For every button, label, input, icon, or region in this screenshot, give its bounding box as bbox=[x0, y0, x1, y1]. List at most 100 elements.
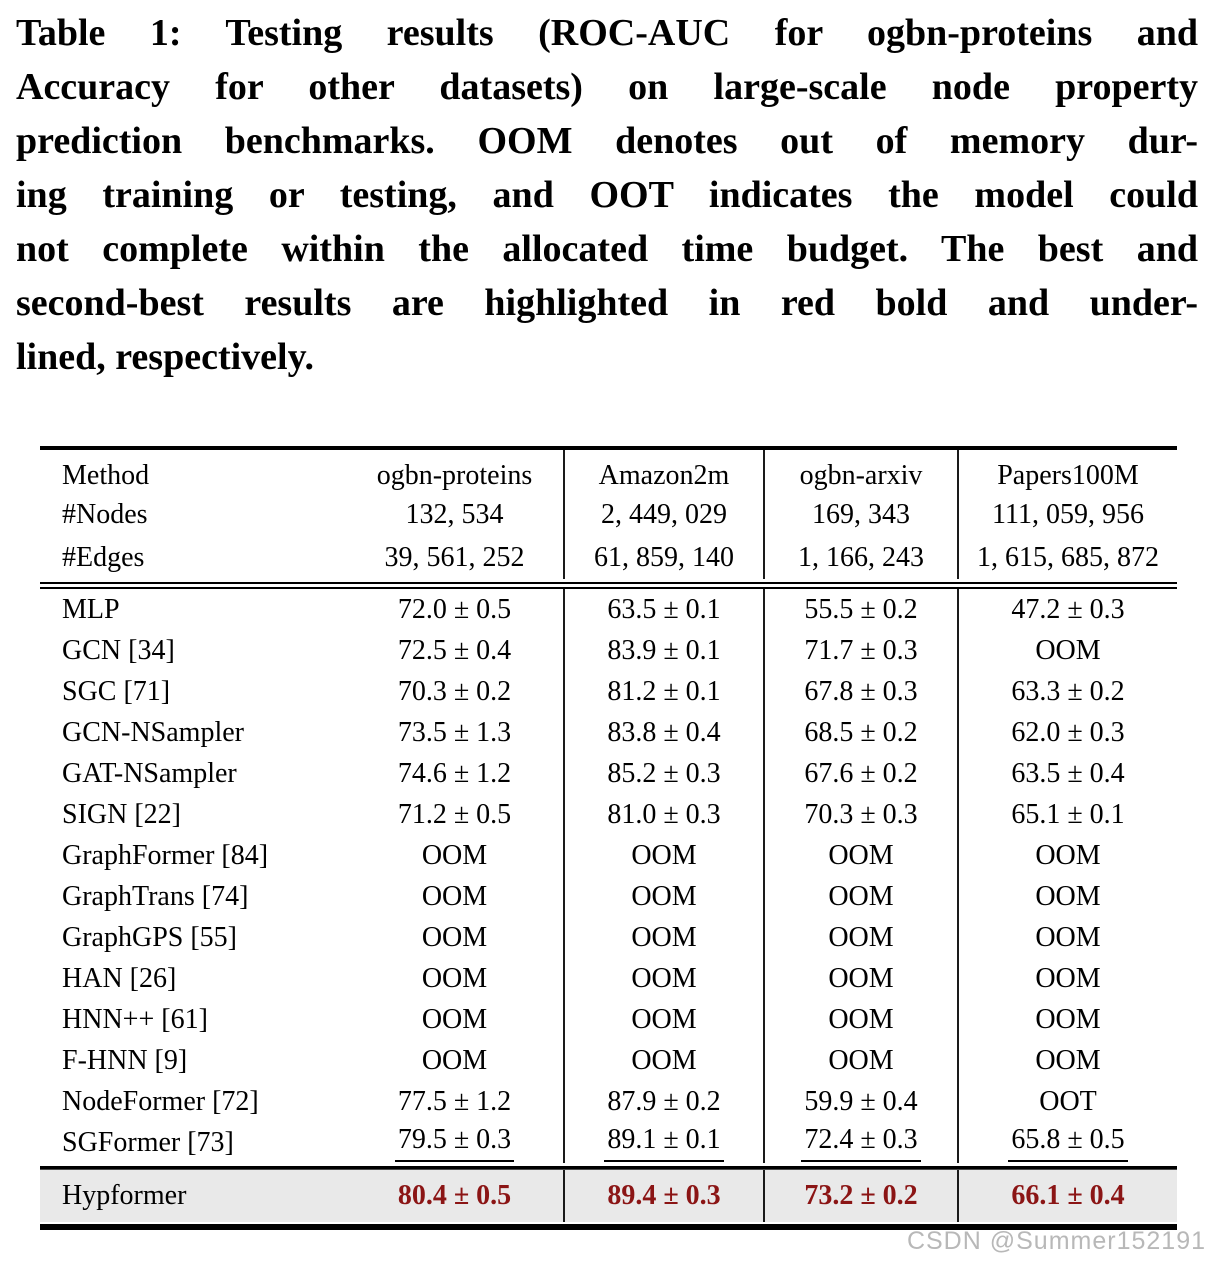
method-cell: HAN [26] bbox=[62, 962, 177, 994]
value-cell: OOM bbox=[563, 999, 764, 1040]
value-cell: 81.0 ± 0.3 bbox=[563, 794, 764, 835]
value-cell: 73.5 ± 1.3 bbox=[397, 716, 512, 748]
value-cell: 1, 166, 243 bbox=[763, 536, 958, 579]
method-cell: #Edges bbox=[62, 541, 145, 573]
value-cell: 59.9 ± 0.4 bbox=[763, 1081, 958, 1122]
caption-line: Table 1: Testing results (ROC-AUC for og… bbox=[16, 12, 1198, 54]
method-cell: Method bbox=[62, 459, 150, 491]
value-cell: 111, 059, 956 bbox=[957, 493, 1177, 536]
method-cell: MLP bbox=[62, 593, 120, 625]
method-cell: HNN++ [61] bbox=[62, 1003, 208, 1035]
table-row: GCN [34] 72.5 ± 0.4 83.9 ± 0.1 71.7 ± 0.3 OO… bbox=[40, 630, 1177, 671]
value-cell: OOM bbox=[563, 835, 764, 876]
method-cell: GAT-NSampler bbox=[62, 757, 237, 789]
value-cell: OOM bbox=[763, 999, 958, 1040]
value-cell: OOM bbox=[563, 958, 764, 999]
table-row: SGC [71] 70.3 ± 0.2 81.2 ± 0.1 67.8 ± 0.3 63… bbox=[40, 671, 1177, 712]
value-cell: 70.3 ± 0.2 bbox=[397, 675, 512, 707]
body-table: MLP 72.0 ± 0.5 63.5 ± 0.1 55.5 ± 0.2 47.2 ± … bbox=[40, 589, 1177, 1163]
value-cell: OOM bbox=[763, 958, 958, 999]
value-cell: 63.5 ± 0.4 bbox=[957, 753, 1177, 794]
value-cell: 83.8 ± 0.4 bbox=[563, 712, 764, 753]
table-row: SIGN [22] 71.2 ± 0.5 81.0 ± 0.3 70.3 ± 0.3 6… bbox=[40, 794, 1177, 835]
value-cell: OOM bbox=[421, 921, 488, 953]
header-body-rule bbox=[40, 582, 1177, 589]
caption-line: lined, respectively. bbox=[16, 336, 314, 378]
value-cell: OOM bbox=[957, 630, 1177, 671]
value-cell: OOM bbox=[957, 876, 1177, 917]
value-cell: OOM bbox=[763, 917, 958, 958]
meta-row: #Nodes 132, 534 2, 449, 029 169, 343 111, 05… bbox=[40, 493, 1177, 536]
column-header-row: Method ogbn-proteins Amazon2m ogbn-arxiv Pap… bbox=[40, 450, 1177, 493]
method-cell: GraphGPS [55] bbox=[62, 921, 237, 953]
table-bottom-rule bbox=[40, 1224, 1177, 1230]
value-cell: OOM bbox=[763, 835, 958, 876]
header-table: Method ogbn-proteins Amazon2m ogbn-arxiv Pap… bbox=[40, 450, 1177, 579]
caption-line: prediction benchmarks. OOM denotes out o… bbox=[16, 120, 1198, 162]
value-cell: 62.0 ± 0.3 bbox=[957, 712, 1177, 753]
results-table: Method ogbn-proteins Amazon2m ogbn-arxiv Pap… bbox=[40, 446, 1177, 1230]
value-cell: 83.9 ± 0.1 bbox=[563, 630, 764, 671]
value-cell: OOM bbox=[421, 839, 488, 871]
table-row: HAN [26] OOM OOM OOM OOM bbox=[40, 958, 1177, 999]
value-cell: OOM bbox=[421, 962, 488, 994]
value-cell: 169, 343 bbox=[763, 493, 958, 536]
value-cell: OOT bbox=[957, 1081, 1177, 1122]
table-row: GCN-NSampler 73.5 ± 1.3 83.8 ± 0.4 68.5 ± 0… bbox=[40, 712, 1177, 753]
method-cell: SIGN [22] bbox=[62, 798, 181, 830]
value-cell: 67.8 ± 0.3 bbox=[763, 671, 958, 712]
value-cell: 71.7 ± 0.3 bbox=[763, 630, 958, 671]
method-cell: NodeFormer [72] bbox=[62, 1085, 259, 1117]
value-cell: OOM bbox=[421, 880, 488, 912]
value-cell: OOM bbox=[563, 1040, 764, 1081]
value-cell: 66.1 ± 0.4 bbox=[957, 1170, 1177, 1222]
value-cell: 72.5 ± 0.4 bbox=[397, 634, 512, 666]
value-cell: 55.5 ± 0.2 bbox=[763, 589, 958, 630]
highlight-table: Hypformer 80.4 ± 0.5 89.4 ± 0.3 73.2 ± 0.2 6… bbox=[40, 1170, 1177, 1222]
value-cell: 63.3 ± 0.2 bbox=[957, 671, 1177, 712]
value-cell: 72.0 ± 0.5 bbox=[397, 593, 512, 625]
value-cell: 77.5 ± 1.2 bbox=[397, 1085, 512, 1117]
value-cell: 74.6 ± 1.2 bbox=[397, 757, 512, 789]
value-cell: 132, 534 bbox=[405, 498, 504, 530]
value-cell: OOM bbox=[421, 1044, 488, 1076]
value-cell: OOM bbox=[763, 1040, 958, 1081]
value-cell: 65.8 ± 0.5 bbox=[957, 1122, 1177, 1163]
value-cell: 81.2 ± 0.1 bbox=[563, 671, 764, 712]
value-cell: 72.4 ± 0.3 bbox=[763, 1122, 958, 1163]
method-cell: GraphFormer [84] bbox=[62, 839, 269, 871]
value-cell: 73.2 ± 0.2 bbox=[763, 1170, 958, 1222]
table-row: GraphTrans [74] OOM OOM OOM OOM bbox=[40, 876, 1177, 917]
table-row: GraphFormer [84] OOM OOM OOM OOM bbox=[40, 835, 1177, 876]
table-caption: Table 1: Testing results (ROC-AUC for og… bbox=[16, 6, 1198, 384]
value-cell: 70.3 ± 0.3 bbox=[763, 794, 958, 835]
method-cell: #Nodes bbox=[62, 498, 148, 530]
method-cell: GraphTrans [74] bbox=[62, 880, 249, 912]
value-cell: 2, 449, 029 bbox=[563, 493, 764, 536]
caption-line: ing training or testing, and OOT indicat… bbox=[16, 174, 1198, 216]
value-cell: ogbn-arxiv bbox=[763, 450, 958, 493]
value-cell: OOM bbox=[957, 835, 1177, 876]
method-cell: GCN [34] bbox=[62, 634, 175, 666]
table-row: MLP 72.0 ± 0.5 63.5 ± 0.1 55.5 ± 0.2 47.2 ± … bbox=[40, 589, 1177, 630]
table-row: GraphGPS [55] OOM OOM OOM OOM bbox=[40, 917, 1177, 958]
pre-highlight-rule bbox=[40, 1166, 1177, 1170]
value-cell: 89.4 ± 0.3 bbox=[563, 1170, 764, 1222]
value-cell: OOM bbox=[563, 876, 764, 917]
value-cell: 39, 561, 252 bbox=[384, 541, 525, 573]
method-cell: Hypformer bbox=[62, 1180, 187, 1211]
value-cell: 1, 615, 685, 872 bbox=[957, 536, 1177, 579]
value-cell: 61, 859, 140 bbox=[563, 536, 764, 579]
table-row: GAT-NSampler 74.6 ± 1.2 85.2 ± 0.3 67.6 ± 0… bbox=[40, 753, 1177, 794]
value-cell: OOM bbox=[957, 999, 1177, 1040]
meta-row: #Edges 39, 561, 252 61, 859, 140 1, 166, 24… bbox=[40, 536, 1177, 579]
method-cell: F-HNN [9] bbox=[62, 1044, 188, 1076]
value-cell: 80.4 ± 0.5 bbox=[397, 1180, 512, 1211]
table-top-rule bbox=[40, 446, 1177, 450]
method-cell: SGFormer [73] bbox=[62, 1126, 234, 1158]
value-cell: OOM bbox=[763, 876, 958, 917]
caption-line: not complete within the allocated time b… bbox=[16, 228, 1198, 270]
watermark: CSDN @Summer152191 bbox=[906, 1227, 1206, 1255]
value-cell: 79.5 ± 0.3 bbox=[346, 1122, 564, 1163]
value-cell: OOM bbox=[421, 1003, 488, 1035]
